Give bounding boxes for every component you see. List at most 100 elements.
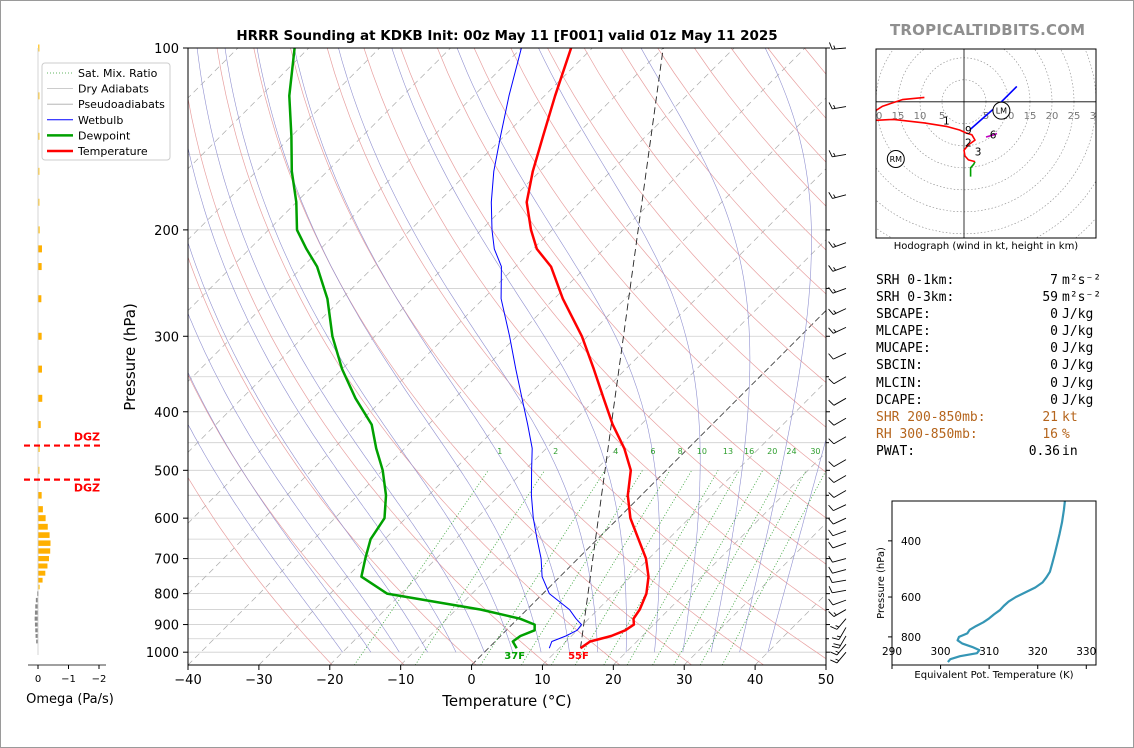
wind-barb — [828, 308, 847, 315]
hodograph-height-label: 1 — [943, 116, 950, 128]
hodograph-trace — [876, 96, 976, 163]
mixing-ratio-label: 24 — [786, 447, 796, 456]
x-tick-label: 20 — [605, 673, 622, 688]
wind-barb — [828, 459, 847, 467]
isotherm-line — [613, 451, 826, 665]
wind-barb — [828, 352, 847, 360]
theta-e-x-tick-label: 330 — [1076, 646, 1096, 658]
mixing-ratio-line — [673, 470, 783, 665]
storm-motion-marker — [992, 101, 1011, 120]
param-unit: m²s⁻² — [1062, 290, 1102, 306]
parameters-table: SRH 0-1km: 7 m²s⁻² SRH 0-3km: 59 m²s⁻² SBCAPE:… — [876, 272, 1101, 460]
param-row: PWAT: 0.36 in — [876, 443, 1096, 460]
storm-motion-label: RM — [890, 155, 903, 164]
omega-bar — [38, 492, 42, 499]
moist-adiabat — [224, 48, 513, 653]
omega-bar — [38, 245, 42, 253]
dry-adiabat — [583, 48, 826, 339]
wind-barb — [828, 609, 847, 617]
mixing-ratio-label: 10 — [697, 447, 707, 456]
moist-adiabat — [188, 146, 457, 653]
theta-e-y-tick-label: 400 — [901, 536, 921, 548]
wind-barb — [828, 575, 847, 584]
hodograph-trace — [970, 85, 1018, 130]
param-unit: J/kg — [1062, 358, 1094, 374]
wind-barbs — [828, 42, 847, 664]
moist-adiabat — [188, 312, 400, 653]
y-tick-label: 500 — [154, 464, 179, 479]
mixing-ratio-label: 1 — [497, 447, 502, 456]
param-unit: % — [1062, 426, 1070, 442]
param-value: 0 — [1050, 392, 1058, 408]
param-row: DCAPE: 0 J/kg — [876, 392, 1096, 409]
param-row: MLCIN: 0 J/kg — [876, 375, 1096, 392]
mixing-ratio-label: 30 — [810, 447, 820, 456]
mixing-ratio-label: 16 — [744, 447, 754, 456]
x-tick-label: 50 — [818, 673, 835, 688]
x-tick-label: −20 — [316, 673, 343, 688]
wind-barb — [828, 555, 847, 563]
param-unit: J/kg — [1062, 341, 1094, 357]
wind-barb — [828, 326, 847, 334]
param-row: SBCIN: 0 J/kg — [876, 357, 1096, 374]
wind-barb — [828, 541, 847, 549]
theta-e-line — [947, 501, 1066, 663]
param-row: SRH 0-1km: 7 m²s⁻² — [876, 272, 1101, 289]
wind-barb — [828, 265, 847, 272]
dry-adiabat — [363, 48, 826, 612]
omega-bar — [38, 421, 41, 429]
moist-adiabat — [456, 48, 661, 653]
wind-barb — [830, 643, 847, 656]
chart-title: HRRR Sounding at KDKB Init: 00z May 11 [… — [236, 28, 777, 44]
mixing-ratio-line — [652, 470, 764, 665]
dry-adiabat — [216, 48, 621, 665]
hodograph-caption: Hodograph (wind in kt, height in km) — [893, 241, 1079, 252]
mixing-ratio-line — [699, 470, 807, 665]
mixing-ratio-label: 4 — [613, 447, 618, 456]
omega-tick-label: 0 — [35, 674, 41, 685]
hodograph-height-label: 3 — [975, 147, 982, 159]
isotherm-line — [471, 309, 826, 665]
wind-barb — [828, 475, 847, 483]
param-value: 0 — [1050, 324, 1058, 340]
moist-adiabat — [739, 48, 812, 653]
isotherm-line — [258, 97, 826, 665]
wetbulb-line — [490, 48, 582, 649]
hodograph-ring-label: 20 — [1046, 111, 1059, 122]
skewt-axes-frame — [187, 47, 827, 666]
wind-barb — [828, 241, 847, 248]
param-row: MUCAPE: 0 J/kg — [876, 340, 1096, 357]
param-label: RH 300-850mb: — [876, 426, 978, 442]
omega-bar — [38, 263, 42, 271]
omega-bar — [38, 563, 48, 569]
omega-bar — [38, 515, 46, 522]
param-value: 59 — [1042, 290, 1058, 306]
omega-tick-label: −2 — [92, 674, 107, 685]
brand-logo-text: TROPICALTIDBITS.COM — [890, 21, 1086, 39]
storm-motion-label: LM — [996, 107, 1007, 116]
omega-bar — [38, 332, 42, 340]
param-label: SBCAPE: — [876, 307, 931, 323]
omega-bar — [38, 167, 40, 175]
omega-bar — [36, 639, 38, 644]
param-value: 0 — [1050, 341, 1058, 357]
param-label: SRH 0-1km: — [876, 273, 955, 288]
hodograph-ring-label: 15 — [892, 111, 905, 122]
param-label: SHR 200-850mb: — [876, 409, 986, 425]
wind-barb — [828, 529, 847, 537]
param-value: 0 — [1050, 358, 1058, 374]
mixing-ratio-label: 20 — [767, 447, 777, 456]
omega-bar — [38, 548, 51, 554]
wind-barb — [830, 618, 847, 630]
omega-axis-label: Omega (Pa/s) — [26, 692, 114, 707]
hodograph-height-label: 9 — [965, 125, 972, 137]
param-label: PWAT: — [876, 443, 916, 459]
theta-e-x-axis-label: Equivalent Pot. Temperature (K) — [914, 670, 1073, 681]
isotherm-line — [400, 239, 826, 665]
wind-barb — [828, 397, 847, 406]
wind-barb — [828, 436, 847, 445]
isotherm-line — [188, 48, 806, 665]
omega-bar — [38, 132, 40, 140]
